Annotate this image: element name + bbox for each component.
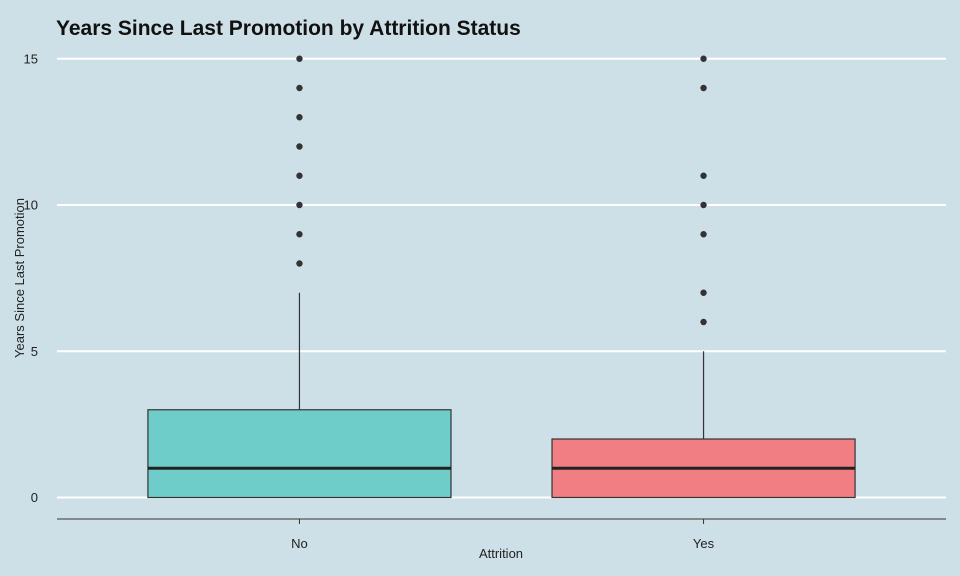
chart-title: Years Since Last Promotion by Attrition … xyxy=(56,17,521,40)
box-layer xyxy=(147,55,856,499)
box-yes xyxy=(551,55,856,499)
y-tick-label: 0 xyxy=(31,490,38,505)
outlier-point xyxy=(296,172,303,179)
y-axis-title: Years Since Last Promotion xyxy=(12,198,27,358)
outlier-point xyxy=(296,260,303,267)
x-tick-label: No xyxy=(291,536,308,551)
outlier-point xyxy=(700,84,707,92)
outlier-point xyxy=(296,201,303,209)
outlier-point xyxy=(700,289,707,296)
outlier-point xyxy=(296,143,303,150)
box-iqr xyxy=(147,409,452,499)
outlier-point xyxy=(700,318,707,326)
outlier-point xyxy=(296,55,303,62)
outlier-point xyxy=(296,114,303,121)
outlier-point xyxy=(700,55,707,62)
y-tick-label: 15 xyxy=(24,51,38,66)
box-no xyxy=(147,55,452,499)
x-axis-title: Attrition xyxy=(479,546,523,561)
outlier-point xyxy=(700,172,707,179)
outlier-point xyxy=(700,231,707,238)
outlier-point xyxy=(296,84,303,92)
y-tick-label: 5 xyxy=(31,344,38,359)
outlier-point xyxy=(700,201,707,209)
outlier-point xyxy=(296,231,303,238)
y-tick-label: 10 xyxy=(24,198,38,213)
tick-layer: 0 5 10 15 No Yes xyxy=(24,51,715,551)
x-tick-label: Yes xyxy=(693,536,715,551)
